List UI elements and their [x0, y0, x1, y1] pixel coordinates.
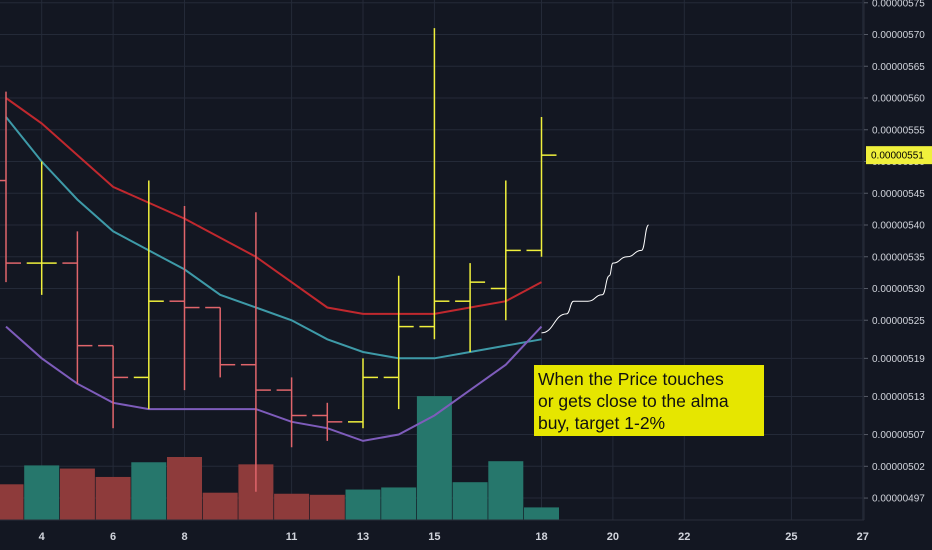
ohlc-bar	[240, 212, 271, 492]
annotation-box	[534, 365, 764, 436]
volume-bars	[0, 396, 559, 520]
price-tick-label: 0.00000540	[872, 221, 925, 232]
ohlc-bar	[169, 205, 200, 391]
ohlc-bar	[526, 117, 557, 257]
time-tick-label: 6	[110, 531, 116, 543]
volume-bar	[524, 507, 559, 520]
price-tick-label: 0.00000570	[872, 30, 925, 41]
last-price-label: 0.00000551	[871, 151, 924, 162]
price-tick-label: 0.00000525	[872, 316, 925, 327]
volume-bar	[345, 489, 381, 520]
annotation-line: When the Price touches	[538, 369, 724, 389]
ohlc-bar	[490, 180, 521, 321]
time-tick-label: 20	[607, 531, 619, 543]
time-tick-label: 25	[785, 531, 797, 543]
ohlc-bars	[0, 28, 557, 492]
volume-bar	[381, 487, 417, 520]
price-tick-label: 0.00000560	[872, 94, 925, 105]
price-tick-label: 0.00000513	[872, 392, 925, 403]
volume-bar	[131, 462, 167, 520]
ohlc-bar	[276, 377, 307, 448]
ohlc-bar	[419, 28, 450, 340]
last-price-box	[866, 146, 932, 165]
ma-line-ma-mid	[5, 116, 542, 360]
time-tick-label: 15	[428, 531, 440, 543]
ohlc-bar	[98, 344, 129, 429]
ohlc-bar	[455, 263, 486, 352]
price-tick-label: 0.00000555	[872, 125, 925, 136]
ma-line-ma-fast	[5, 97, 542, 315]
annotation-line: buy, target 1-2%	[538, 413, 665, 433]
last-price-tag: 0.00000551	[866, 146, 932, 165]
volume-bar	[167, 457, 202, 520]
price-tick-label: 0.00000519	[872, 354, 925, 365]
price-tick-label: 0.00000535	[872, 252, 925, 263]
ohlc-bar	[383, 275, 414, 410]
time-tick-label: 4	[39, 531, 46, 543]
ohlc-bar	[62, 231, 93, 384]
price-tick-label: 0.00000565	[872, 62, 925, 73]
ohlc-bar	[312, 402, 343, 441]
ohlc-bar	[0, 91, 21, 283]
volume-bar	[416, 396, 452, 520]
volume-bar	[202, 492, 238, 520]
time-tick-label: 8	[181, 531, 187, 543]
ohlc-bar	[133, 180, 164, 410]
volume-bar	[95, 476, 131, 520]
price-tick-label: 0.00000530	[872, 284, 925, 295]
time-tick-label: 27	[857, 531, 869, 543]
time-tick-label: 13	[357, 531, 369, 543]
volume-bar	[59, 468, 95, 520]
volume-bar	[274, 493, 310, 520]
annotation-line: or gets close to the alma	[538, 391, 729, 411]
time-tick-label: 22	[678, 531, 690, 543]
price-tick-label: 0.00000497	[872, 494, 925, 505]
volume-bar	[488, 461, 524, 520]
ohlc-bar	[348, 358, 378, 429]
time-tick-label: 11	[286, 531, 298, 543]
time-tick-label: 18	[535, 531, 547, 543]
volume-bar	[309, 494, 345, 520]
price-tick-label: 0.00000545	[872, 189, 925, 200]
volume-bar	[452, 482, 488, 520]
price-tick-label: 0.00000575	[872, 0, 925, 9]
ohlc-bar	[26, 161, 57, 295]
grid-lines	[0, 0, 864, 520]
projection-path	[541, 224, 650, 334]
volume-bar	[0, 484, 24, 520]
price-tick-label: 0.00000502	[872, 462, 925, 473]
price-tick-label: 0.00000507	[872, 430, 925, 441]
volume-bar	[24, 465, 60, 520]
ohlc-bar	[205, 306, 236, 378]
time-axis: 4 6 8 11 13 15 18 20 22 25 27	[39, 531, 869, 543]
